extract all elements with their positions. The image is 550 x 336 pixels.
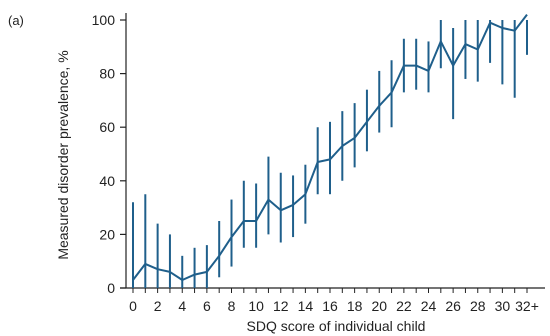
x-tick-label: 24 (421, 298, 437, 314)
x-tick-label: 16 (322, 298, 338, 314)
error-bars (132, 20, 528, 288)
y-tick-label: 60 (99, 119, 115, 135)
x-tick-label: 28 (470, 298, 486, 314)
x-tick-label: 22 (396, 298, 412, 314)
x-axis-ticks: 0 2 4 6 8 10 12 14 16 18 20 22 24 26 28 30 32+ (129, 288, 539, 314)
x-tick-label: 8 (228, 298, 236, 314)
y-axis-ticks: 0 20 40 60 80 100 (92, 12, 126, 296)
x-tick-label: 30 (495, 298, 511, 314)
x-tick-label: 14 (298, 298, 314, 314)
x-tick-label: 20 (371, 298, 387, 314)
y-tick-label: 20 (99, 226, 115, 242)
x-tick-label: 18 (347, 298, 363, 314)
x-tick-label: 0 (129, 298, 137, 314)
x-tick-label: 12 (273, 298, 289, 314)
x-tick-label: 4 (178, 298, 186, 314)
x-axis-title: SDQ score of individual child (247, 318, 426, 334)
x-tick-label: 32+ (515, 298, 539, 314)
x-tick-label: 6 (203, 298, 211, 314)
x-tick-label: 26 (445, 298, 461, 314)
x-tick-label: 10 (248, 298, 264, 314)
x-tick-label: 2 (154, 298, 162, 314)
y-tick-label: 80 (99, 66, 115, 82)
series-line (132, 13, 528, 281)
y-axis-title: Measured disorder prevalence, % (55, 50, 71, 259)
y-tick-label: 0 (107, 280, 115, 296)
y-tick-label: 100 (92, 12, 116, 28)
panel-label: (a) (8, 13, 24, 28)
y-tick-label: 40 (99, 173, 115, 189)
